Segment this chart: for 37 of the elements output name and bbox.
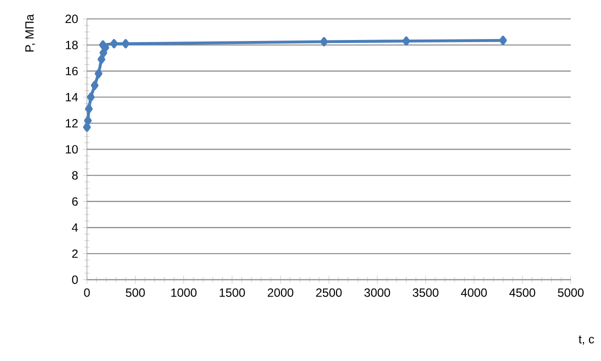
point <box>402 36 410 46</box>
x-tick-label: 1500 <box>220 288 245 297</box>
x-tick-label: 4500 <box>509 288 536 297</box>
point <box>110 39 118 48</box>
y-tick-label: 12 <box>66 119 78 128</box>
point <box>86 92 95 102</box>
point <box>94 69 102 78</box>
x-axis-title: t, с <box>578 336 594 345</box>
y-tick-label: 6 <box>72 197 78 206</box>
point <box>122 39 130 48</box>
x-tick-label: 2000 <box>268 288 294 297</box>
x-tick-label: 1000 <box>171 288 197 297</box>
y-tick-label: 10 <box>66 145 78 154</box>
y-tick-label: 2 <box>72 249 78 258</box>
x-tick-label: 3500 <box>412 288 438 297</box>
y-tick-label: 14 <box>66 93 78 102</box>
point <box>98 54 106 64</box>
x-tick-label: 5000 <box>558 288 584 297</box>
y-axis-title: P, МПа <box>25 14 36 52</box>
y-tick-label: 16 <box>66 66 78 76</box>
y-tick-label: 4 <box>72 223 78 232</box>
point <box>84 116 92 126</box>
point <box>83 122 91 132</box>
point <box>90 80 99 90</box>
point <box>99 40 107 50</box>
y-tick-label: 20 <box>66 14 78 24</box>
point <box>320 37 328 46</box>
x-tick-label: 2500 <box>316 288 342 297</box>
point <box>85 104 93 114</box>
x-tick-label: 500 <box>126 288 145 297</box>
y-tick-label: 8 <box>72 171 78 180</box>
x-tick-label: 3000 <box>364 288 390 297</box>
y-tick-label: 18 <box>66 40 78 50</box>
y-tick-label: 0 <box>72 275 78 284</box>
x-tick-label: 0 <box>84 288 90 297</box>
point <box>499 36 507 46</box>
x-tick-label: 4000 <box>460 288 487 297</box>
